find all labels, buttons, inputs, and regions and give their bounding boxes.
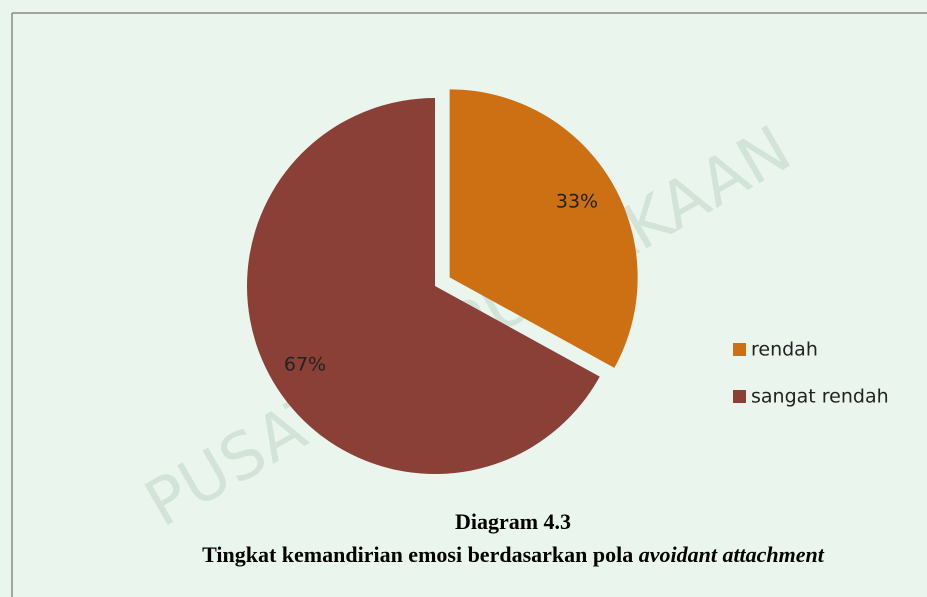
legend-label: sangat rendah [751, 386, 889, 408]
caption-text-plain: Tingkat kemandirian emosi berdasarkan po… [202, 542, 634, 567]
pie-slice [449, 89, 638, 368]
legend-swatch [733, 390, 746, 403]
caption-title: Diagram 4.3 [454, 509, 572, 534]
data-label: 33% [556, 191, 598, 213]
pie-slice [247, 98, 600, 475]
legend-swatch [733, 343, 746, 356]
caption: Diagram 4.3 Tingkat kemandirian emosi be… [40, 505, 927, 571]
caption-text: Tingkat kemandirian emosi berdasarkan po… [40, 538, 927, 571]
data-label: 67% [284, 354, 326, 376]
caption-text-italic: avoidant attachment [638, 542, 824, 567]
legend-label: rendah [751, 339, 818, 361]
